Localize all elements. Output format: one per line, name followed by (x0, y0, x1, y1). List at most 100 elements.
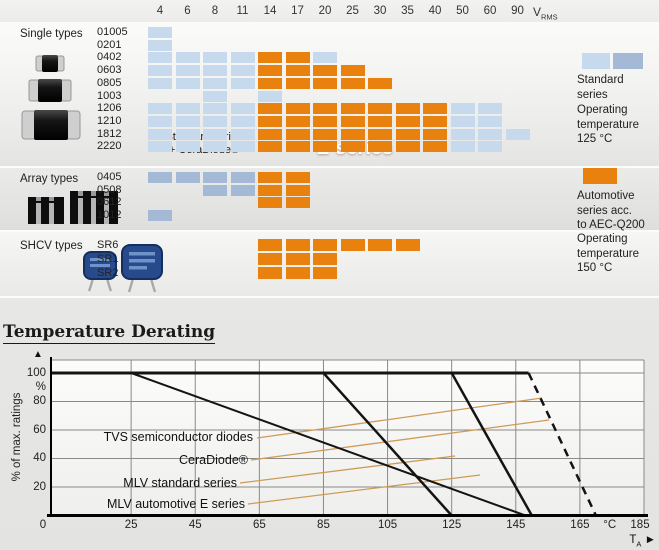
row-label-0402: 0402 (97, 51, 122, 64)
cell-1206-17-automotive (285, 103, 310, 115)
cell-0402-20-standard (313, 52, 337, 64)
legend-standard-series-label: Standard series (577, 74, 624, 101)
curve-label-2: MLV standard series (123, 476, 237, 490)
cell-SR1-20-automotive (313, 253, 337, 265)
legend-swatch-automotive (583, 168, 617, 184)
cell-1210-4-standard (148, 115, 172, 127)
cell-1210-14-automotive (258, 115, 282, 127)
cell-1206-20-automotive (313, 103, 337, 115)
curve-shcv-dashed-extension (527, 372, 598, 517)
legend-operating-temp-150-label: Operating temperature 150 °C (577, 233, 640, 274)
cell-2220-8-standard (203, 141, 227, 153)
cell-1206-40-automotive (423, 103, 447, 115)
cell-0402-6-standard (175, 52, 200, 64)
smd-chip-icon-small (35, 55, 65, 72)
section-separator (0, 230, 659, 232)
cell-1210-17-automotive (285, 115, 310, 127)
col-header-8: 8 (211, 5, 219, 17)
x-tick-105: 105 (377, 519, 398, 531)
smd-chip-icon-large (21, 110, 81, 140)
cell-0405-11-standard (230, 172, 255, 183)
col-header-11: 11 (236, 5, 249, 17)
cell-0405-8-standard (203, 172, 227, 183)
y-axis-up-arrow-icon: ▲ (33, 349, 43, 360)
cell-1812-60-standard (478, 128, 502, 140)
cell-01005-4-standard (148, 27, 172, 38)
array-chip-icon-large (70, 191, 118, 224)
cell-0603-4-standard (148, 65, 172, 77)
cell-0405-4-standard (148, 172, 172, 183)
cell-0402-17-automotive (285, 52, 310, 64)
cell-1812-90-standard (505, 128, 530, 140)
cell-0201-4-standard (148, 39, 172, 51)
cell-0402-11-standard (230, 52, 255, 64)
cell-1003-8-standard (203, 90, 227, 102)
curve-label-3: MLV automotive E series (106, 497, 245, 511)
y-tick-%: % (35, 380, 46, 393)
row-label-0405: 0405 (97, 171, 122, 183)
cell-0402-14-automotive (258, 52, 282, 64)
cell-0805-8-standard (203, 77, 227, 89)
cell-0508-17-automotive (285, 184, 310, 196)
cell-0508-11-standard (230, 184, 255, 196)
legend-automotive-label: Automotive series acc. to AEC-Q200 (577, 190, 645, 231)
cell-0405-6-standard (175, 172, 200, 183)
cell-2220-40-automotive (423, 141, 447, 153)
cell-SR1-17-automotive (285, 253, 310, 265)
y-tick-100: 100 (26, 366, 46, 379)
cell-0405-14-automotive (258, 172, 282, 183)
row-label-1012: 1012 (97, 208, 122, 221)
row-label-1210: 1210 (97, 114, 122, 127)
derating-chart-title: Temperature Derating (3, 322, 216, 344)
cell-0603-20-automotive (313, 65, 337, 77)
y-tick-20: 20 (33, 480, 46, 493)
y-tick-60: 60 (33, 423, 46, 436)
row-label-0508: 0508 (97, 183, 122, 196)
cell-1812-30-automotive (368, 128, 392, 140)
cell-0805-4-standard (148, 77, 172, 89)
cell-1206-25-automotive (340, 103, 365, 115)
row-label-SR6: SR6 (97, 239, 119, 251)
cell-1206-30-automotive (368, 103, 392, 115)
cell-0603-14-automotive (258, 65, 282, 77)
cell-1206-8-standard (203, 103, 227, 115)
row-label-0603: 0603 (97, 64, 122, 77)
cell-0805-6-standard (175, 77, 200, 89)
cell-SR6-17-automotive (285, 239, 310, 251)
cell-2220-11-standard (230, 141, 255, 153)
smd-chip-icon-medium (28, 79, 72, 102)
cell-2220-20-automotive (313, 141, 337, 153)
cell-1812-6-standard (175, 128, 200, 140)
cell-SR1-14-automotive (258, 253, 282, 265)
col-header-40: 40 (428, 5, 442, 17)
vrms-unit-label: VRMS (533, 5, 558, 22)
curve-label-1: CeraDiode® (179, 453, 248, 467)
y-tick-80: 80 (33, 395, 46, 407)
col-header-30: 30 (373, 5, 387, 17)
y-tick-40: 40 (33, 452, 46, 464)
cell-0805-25-automotive (340, 77, 365, 89)
cell-0805-20-automotive (313, 77, 337, 89)
cell-2220-50-standard (450, 141, 475, 153)
cell-1210-20-automotive (313, 115, 337, 127)
array-chip-icon-small (28, 197, 64, 224)
x-tick-125: 125 (442, 519, 462, 531)
cell-1812-17-automotive (285, 128, 310, 140)
cell-1812-50-standard (450, 128, 475, 140)
col-header-17: 17 (291, 5, 304, 17)
legend-operating-temp-125-label: Operating temperature 125 °C (577, 104, 640, 145)
cell-2220-17-automotive (285, 141, 310, 153)
x-tick-165: 165 (570, 519, 590, 531)
cell-SR6-25-automotive (340, 239, 365, 251)
x-tick-65: 65 (252, 519, 266, 531)
curve-mlv-standard-series (322, 372, 453, 517)
cell-1812-35-automotive (395, 128, 420, 140)
cell-SR6-20-automotive (313, 239, 337, 251)
cell-1003-14-standard (258, 90, 282, 102)
cell-2220-6-standard (175, 141, 200, 153)
cell-1206-4-standard (148, 103, 172, 115)
cell-0508-14-automotive (258, 184, 282, 196)
cell-1812-11-standard (230, 128, 255, 140)
x-tick-45: 45 (188, 519, 202, 531)
